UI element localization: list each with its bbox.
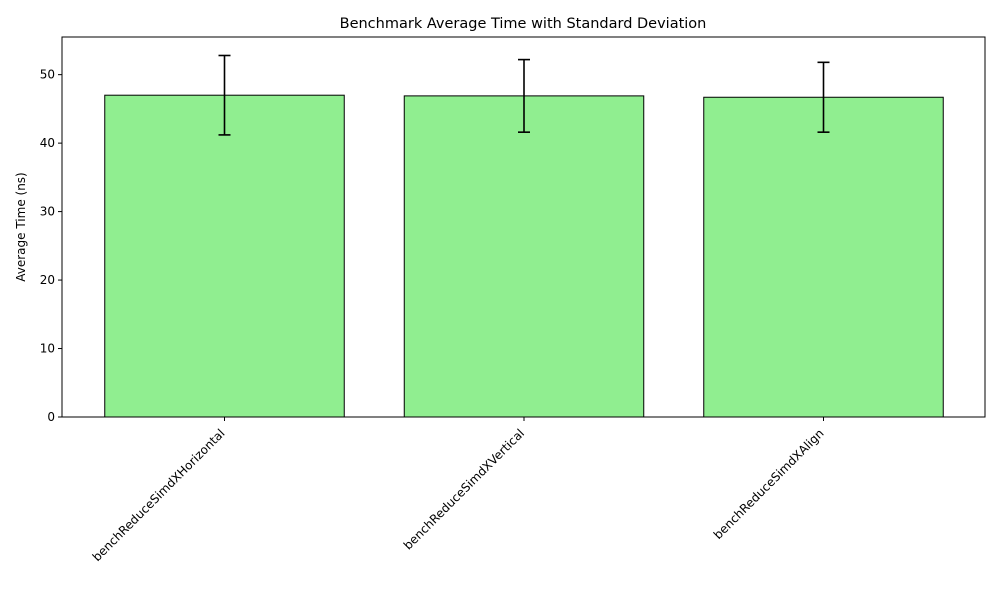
y-tick-label: 40 bbox=[40, 136, 55, 150]
y-tick-label: 50 bbox=[40, 68, 55, 82]
y-axis: 0 10 20 30 40 50 bbox=[40, 68, 62, 424]
y-tick-label: 20 bbox=[40, 273, 55, 287]
bar bbox=[104, 94, 345, 418]
chart-title: Benchmark Average Time with Standard Dev… bbox=[340, 16, 707, 32]
plot-frame bbox=[61, 36, 986, 418]
y-tick-label: 10 bbox=[40, 342, 55, 356]
x-tick-label: benchReduceSimdXAlign bbox=[711, 426, 827, 542]
y-tick-label: 30 bbox=[40, 205, 55, 219]
y-axis-label: Average Time (ns) bbox=[14, 172, 28, 282]
x-axis: benchReduceSimdXHorizontal benchReduceSim… bbox=[90, 417, 827, 564]
bar bbox=[703, 96, 944, 418]
bars-layer bbox=[104, 94, 944, 418]
bar bbox=[403, 95, 645, 418]
x-tick-label: benchReduceSimdXVertical bbox=[401, 426, 527, 552]
error-bars-layer bbox=[218, 54, 830, 136]
x-tick-label: benchReduceSimdXHorizontal bbox=[90, 426, 228, 564]
y-tick-label: 0 bbox=[47, 410, 55, 424]
